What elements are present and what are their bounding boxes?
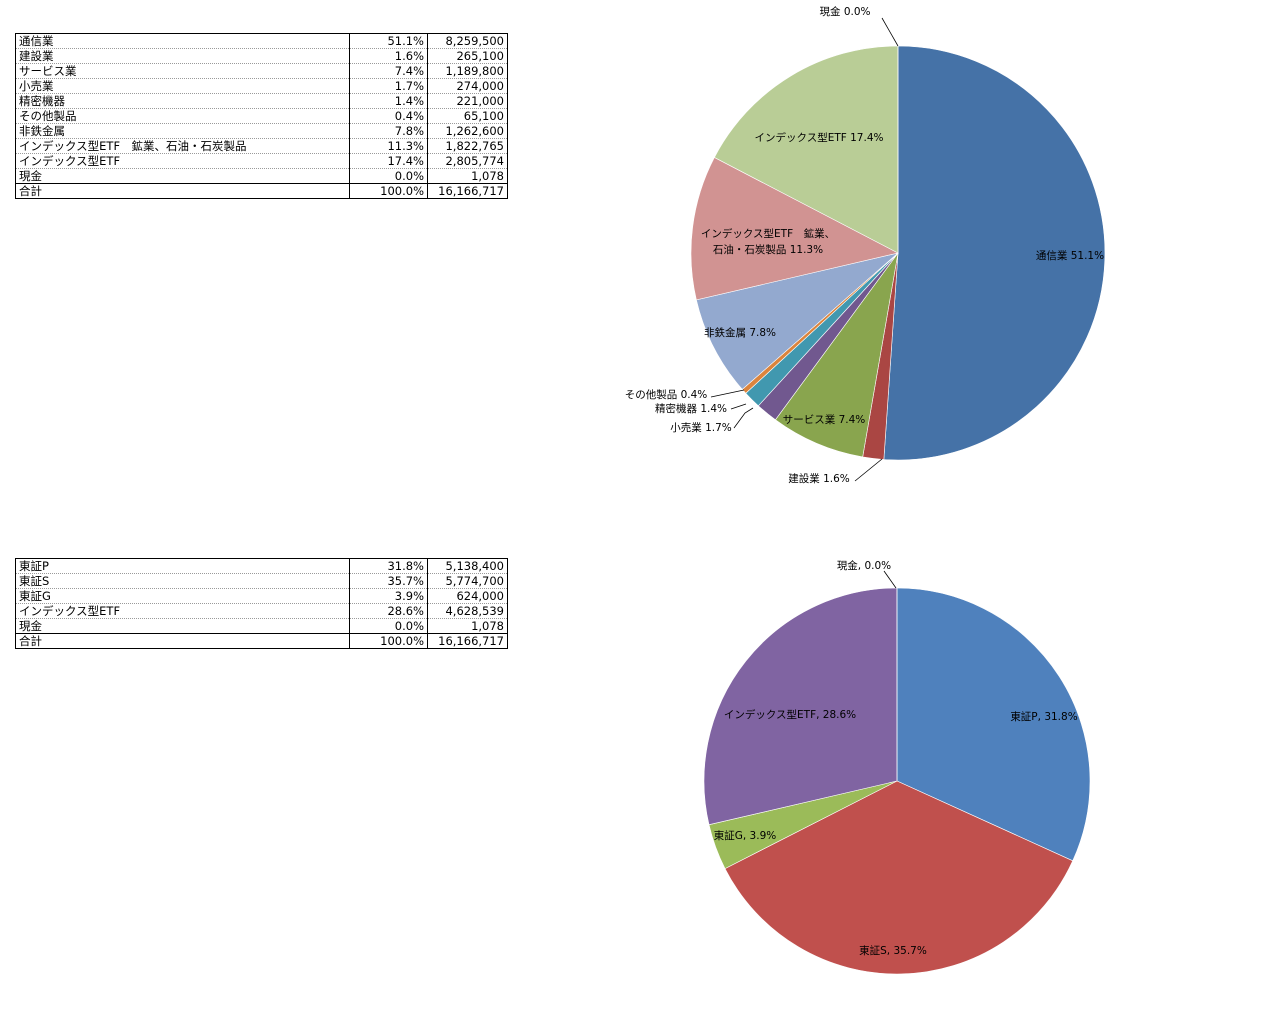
industry-slice-label: 現金 0.0%	[819, 5, 870, 18]
row-pct: 51.1%	[349, 33, 428, 49]
table-row: サービス業 7.4% 1,189,800	[15, 63, 508, 79]
total-pct: 100.0%	[349, 183, 428, 199]
industry-slice-label: 小売業 1.7%	[670, 421, 732, 434]
industry-leader-line	[854, 458, 883, 482]
table-row: 現金 0.0% 1,078	[15, 168, 508, 184]
row-pct: 7.4%	[349, 63, 428, 79]
row-pct: 1.6%	[349, 48, 428, 64]
industry-slice-label: 非鉄金属 7.8%	[704, 326, 776, 339]
table-row: 非鉄金属 7.8% 1,262,600	[15, 123, 508, 139]
row-amount: 265,100	[427, 48, 508, 64]
total-label: 合計	[15, 633, 350, 649]
row-label: 東証P	[15, 558, 350, 574]
table-total-row: 合計 100.0% 16,166,717	[15, 633, 508, 649]
row-label: 建設業	[15, 48, 350, 64]
table-row: 東証P 31.8% 5,138,400	[15, 558, 508, 574]
industry-slice-label: 建設業 1.6%	[788, 472, 850, 485]
row-amount: 1,822,765	[427, 138, 508, 154]
row-pct: 7.8%	[349, 123, 428, 139]
table-row: インデックス型ETF 17.4% 2,805,774	[15, 153, 508, 169]
row-label: 精密機器	[15, 93, 350, 109]
row-pct: 35.7%	[349, 573, 428, 589]
row-pct: 0.4%	[349, 108, 428, 124]
row-pct: 1.7%	[349, 78, 428, 94]
industry-slice-label: 精密機器 1.4%	[655, 402, 727, 415]
row-amount: 5,774,700	[427, 573, 508, 589]
row-amount: 8,259,500	[427, 33, 508, 49]
row-pct: 28.6%	[349, 603, 428, 619]
row-label: 非鉄金属	[15, 123, 350, 139]
industry-leader-line	[733, 407, 754, 429]
row-label: インデックス型ETF	[15, 153, 350, 169]
row-amount: 2,805,774	[427, 153, 508, 169]
industry-pie-slice	[883, 45, 1106, 461]
table-row: 通信業 51.1% 8,259,500	[15, 33, 508, 49]
row-amount: 5,138,400	[427, 558, 508, 574]
table-row: 東証G 3.9% 624,000	[15, 588, 508, 604]
row-amount: 221,000	[427, 93, 508, 109]
row-label: 小売業	[15, 78, 350, 94]
row-pct: 1.4%	[349, 93, 428, 109]
table-row: その他製品 0.4% 65,100	[15, 108, 508, 124]
row-label: インデックス型ETF	[15, 603, 350, 619]
industry-slice-label: 通信業 51.1%	[1036, 249, 1104, 262]
industry-slice-label: サービス業 7.4%	[783, 413, 866, 426]
row-amount: 1,189,800	[427, 63, 508, 79]
industry-leader-line	[881, 17, 899, 47]
total-pct: 100.0%	[349, 633, 428, 649]
table-row: 精密機器 1.4% 221,000	[15, 93, 508, 109]
row-amount: 1,262,600	[427, 123, 508, 139]
total-amount: 16,166,717	[427, 183, 508, 199]
industry-pie-slice	[696, 252, 899, 390]
total-amount: 16,166,717	[427, 633, 508, 649]
row-pct: 31.8%	[349, 558, 428, 574]
total-label: 合計	[15, 183, 350, 199]
row-label: サービス業	[15, 63, 350, 79]
market-table: 東証P 31.8% 5,138,400 東証S 35.7% 5,774,700 東証G 3…	[15, 558, 508, 649]
row-label: 東証S	[15, 573, 350, 589]
row-label: インデックス型ETF 鉱業、石油・石炭製品	[15, 138, 350, 154]
table-row: 小売業 1.7% 274,000	[15, 78, 508, 94]
industry-leader-line	[730, 403, 747, 410]
row-pct: 11.3%	[349, 138, 428, 154]
industry-slice-label: インデックス型ETF 17.4%	[755, 131, 884, 144]
row-pct: 0.0%	[349, 618, 428, 634]
industry-pie-slice	[713, 45, 899, 254]
row-pct: 17.4%	[349, 153, 428, 169]
industry-leader-line	[710, 389, 745, 398]
row-label: 東証G	[15, 588, 350, 604]
row-pct: 0.0%	[349, 168, 428, 184]
table-row: インデックス型ETF 28.6% 4,628,539	[15, 603, 508, 619]
table-row: 東証S 35.7% 5,774,700	[15, 573, 508, 589]
industry-slice-label: インデックス型ETF 鉱業、石油・石炭製品 11.3%	[701, 227, 835, 256]
row-amount: 624,000	[427, 588, 508, 604]
row-amount: 274,000	[427, 78, 508, 94]
row-amount: 4,628,539	[427, 603, 508, 619]
table-row: 現金 0.0% 1,078	[15, 618, 508, 634]
row-label: 通信業	[15, 33, 350, 49]
table-row: 建設業 1.6% 265,100	[15, 48, 508, 64]
industry-table: 通信業 51.1% 8,259,500 建設業 1.6% 265,100 サービス業 7.…	[15, 33, 508, 199]
row-label: その他製品	[15, 108, 350, 124]
industry-pie-slice	[690, 157, 899, 301]
row-amount: 65,100	[427, 108, 508, 124]
industry-slice-label: その他製品 0.4%	[625, 388, 708, 401]
row-amount: 1,078	[427, 168, 508, 184]
row-pct: 3.9%	[349, 588, 428, 604]
table-total-row: 合計 100.0% 16,166,717	[15, 183, 508, 199]
table-row: インデックス型ETF 鉱業、石油・石炭製品 11.3% 1,822,765	[15, 138, 508, 154]
